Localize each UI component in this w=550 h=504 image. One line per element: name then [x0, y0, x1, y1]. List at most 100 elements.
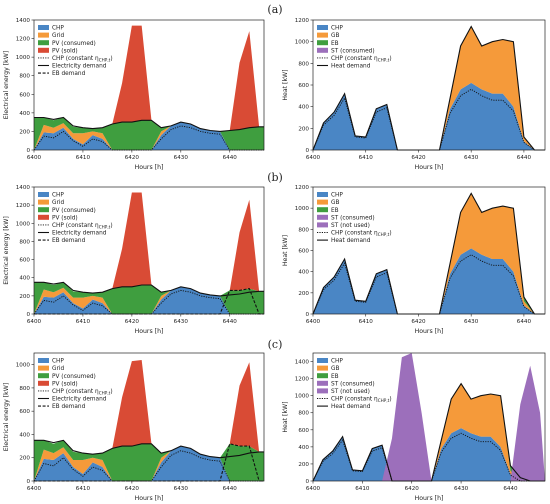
legend-label: PV (consumed) [52, 208, 96, 214]
x-axis-label: Hours [h] [135, 164, 164, 171]
y-tick-label: 800 [19, 74, 30, 80]
y-axis-label: Electrical energy [kW] [3, 51, 10, 119]
legend-swatch [317, 373, 328, 379]
y-axis-label: Heat [kW] [282, 401, 289, 432]
legend-label: EB [331, 41, 339, 47]
area-pv-consumed- [34, 117, 264, 150]
legend-label: EB [331, 374, 339, 380]
legend-label: CHP (constant ηCHP,t) [331, 397, 392, 403]
x-tick-label: 6440 [223, 319, 238, 325]
x-axis-label: Hours [h] [415, 328, 444, 335]
legend-label: EB demand [52, 404, 86, 410]
line-electricity-demand [34, 116, 264, 132]
legend-swatch [38, 32, 49, 38]
legend-label: CHP [52, 26, 64, 32]
y-tick-label: 1200 [295, 18, 310, 24]
axes-frame [312, 352, 546, 482]
y-tick-label: 1400 [16, 185, 31, 191]
x-tick-label: 6440 [223, 486, 238, 492]
x-tick-label: 6420 [125, 319, 140, 325]
area-chp [34, 122, 264, 150]
x-tick-label: 6440 [517, 155, 532, 161]
legend-swatch [38, 40, 49, 46]
y-tick-label: 1400 [16, 18, 31, 24]
y-tick-label: 400 [19, 111, 30, 117]
y-tick-label: 1200 [16, 37, 31, 43]
legend-label: ST (consumed) [331, 48, 375, 54]
x-tick-label: 6410 [76, 486, 91, 492]
area-grid [34, 446, 264, 481]
legend-swatch [38, 358, 49, 363]
legend-swatch [38, 373, 49, 379]
legend-label: Electricity demand [52, 231, 107, 237]
line-electricity-demand [34, 281, 264, 297]
legend-label: PV (consumed) [52, 41, 96, 47]
legend-swatch [317, 40, 328, 46]
y-tick-label: 0 [26, 479, 30, 485]
x-tick-label: 6410 [76, 319, 91, 325]
y-tick-label: 600 [19, 409, 30, 415]
legend-label: CHP [331, 26, 343, 32]
area-chp [313, 428, 545, 481]
area-pv-consumed- [34, 440, 264, 481]
y-tick-label: 400 [298, 105, 309, 111]
area-grid [34, 286, 264, 314]
area-gb [313, 193, 545, 314]
y-tick-label: 400 [19, 276, 30, 282]
y-tick-label: 1000 [295, 40, 310, 46]
legend-label: Grid [52, 366, 64, 372]
line-chp-constant-chp-t- [312, 88, 545, 151]
y-axis-label: Heat [kW] [282, 69, 289, 100]
x-tick-label: 6410 [359, 155, 374, 161]
area-chp [34, 286, 264, 314]
legend-swatch [317, 192, 328, 197]
area-grid [34, 122, 264, 150]
legend-swatch [38, 192, 49, 197]
legend-label: ST (not used) [331, 223, 370, 229]
x-tick-label: 6400 [27, 319, 42, 325]
y-tick-label: 0 [305, 148, 309, 154]
y-tick-label: 0 [305, 312, 309, 318]
area-pv-consumed- [34, 282, 264, 314]
y-tick-label: 1200 [16, 203, 31, 209]
x-tick-label: 6440 [223, 155, 238, 161]
legend-swatch [317, 365, 328, 371]
legend-label: CHP (constant ηCHP,t) [52, 223, 113, 229]
chart-panel-1: 6400 6410 6420 6430 6440 0 200 400 600 800 1000 120… [3, 18, 265, 171]
y-tick-label: 200 [298, 291, 309, 297]
axes-frame [33, 19, 265, 151]
legend-swatch [317, 388, 328, 394]
legend-label: PV (sold) [52, 381, 78, 387]
legend-label: CHP (constant ηCHP,t) [331, 231, 392, 237]
x-tick-label: 6400 [306, 319, 321, 325]
legend-swatch [38, 365, 49, 371]
y-tick-label: 600 [19, 92, 30, 98]
y-tick-label: 200 [19, 129, 30, 135]
legend-swatch [317, 47, 328, 53]
y-tick-label: 200 [19, 456, 30, 462]
y-tick-label: 600 [298, 249, 309, 255]
x-tick-label: 6430 [464, 155, 479, 161]
legend-swatch [38, 380, 49, 386]
area-gb [313, 383, 545, 481]
y-tick-label: 600 [298, 83, 309, 89]
x-tick-label: 6400 [27, 155, 42, 161]
panel-label: (a) [267, 3, 282, 16]
legend-label: GB [331, 200, 339, 206]
legend-label: CHP [52, 193, 64, 199]
y-tick-label: 200 [298, 126, 309, 132]
y-tick-label: 1000 [295, 206, 310, 212]
legend-label: Electricity demand [52, 397, 107, 403]
y-axis-label: Electrical energy [kW] [3, 216, 10, 284]
y-tick-label: 1000 [16, 55, 31, 61]
legend-label: ST (consumed) [331, 215, 375, 221]
x-tick-label: 6400 [306, 155, 321, 161]
y-tick-label: 1200 [295, 377, 310, 383]
legend-swatch [38, 214, 49, 220]
legend-label: Heat demand [331, 238, 371, 244]
area-chp [313, 248, 545, 314]
